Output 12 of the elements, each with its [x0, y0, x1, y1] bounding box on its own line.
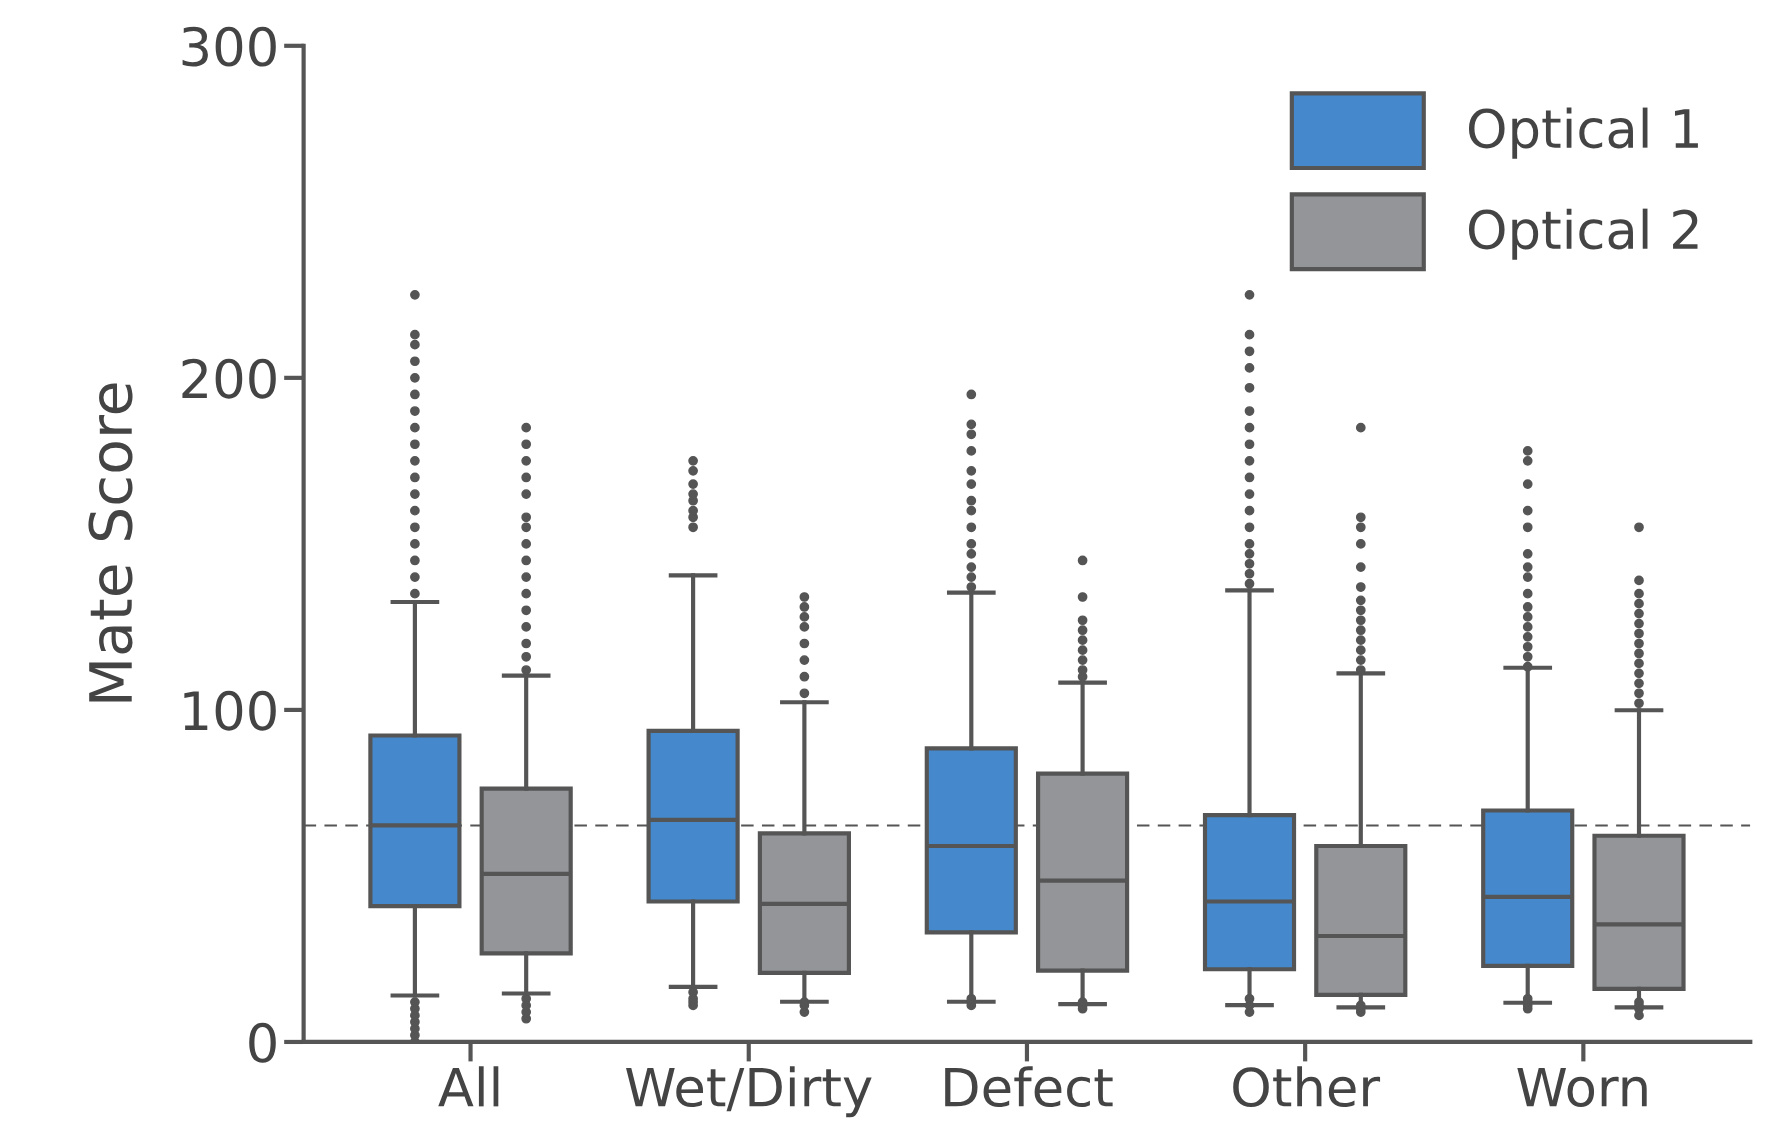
- y-tick-label: 0: [249, 1022, 276, 1063]
- x-tick-label: All: [438, 1066, 499, 1107]
- y-tick-label: 300: [182, 26, 276, 67]
- x-tick-label: Wet/Dirty: [626, 1066, 872, 1118]
- legend-label: Optical 2: [1468, 208, 1698, 260]
- y-tick-label: 100: [184, 690, 276, 731]
- legend-label: Optical 1: [1468, 107, 1698, 159]
- y-axis-title: Mate Score: [88, 383, 133, 702]
- x-tick-label: Worn: [1517, 1067, 1647, 1108]
- y-tick-label: 200: [182, 358, 276, 399]
- x-tick-label: Defect: [945, 1066, 1113, 1108]
- x-tick-label: Other: [1233, 1066, 1381, 1108]
